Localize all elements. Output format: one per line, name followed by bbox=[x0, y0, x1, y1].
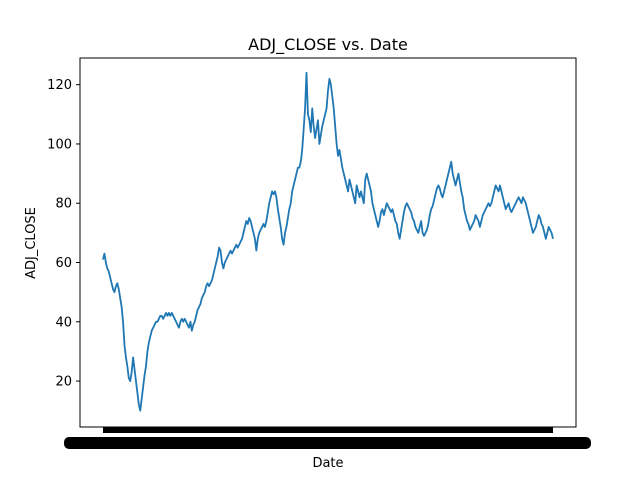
y-tick-label: 60 bbox=[55, 256, 72, 271]
y-tick-label: 120 bbox=[47, 78, 72, 93]
y-tick-label: 80 bbox=[55, 197, 72, 212]
y-tick-label: 100 bbox=[47, 137, 72, 152]
y-axis-label: ADJ_CLOSE bbox=[24, 207, 39, 279]
x-axis-ticks bbox=[64, 427, 591, 449]
axes-frame bbox=[79, 57, 577, 428]
chart-title: ADJ_CLOSE vs. Date bbox=[248, 35, 408, 55]
y-tick-label: 20 bbox=[55, 375, 72, 390]
x-tick-marks bbox=[103, 427, 553, 433]
plot-area bbox=[102, 71, 554, 412]
y-axis-ticks: 20 40 60 80 100 120 bbox=[47, 78, 80, 390]
x-tick-labels-overlap bbox=[64, 437, 591, 449]
y-tick-label: 40 bbox=[55, 315, 72, 330]
series-line-adj-close bbox=[102, 71, 554, 412]
x-axis-label: Date bbox=[312, 456, 343, 471]
